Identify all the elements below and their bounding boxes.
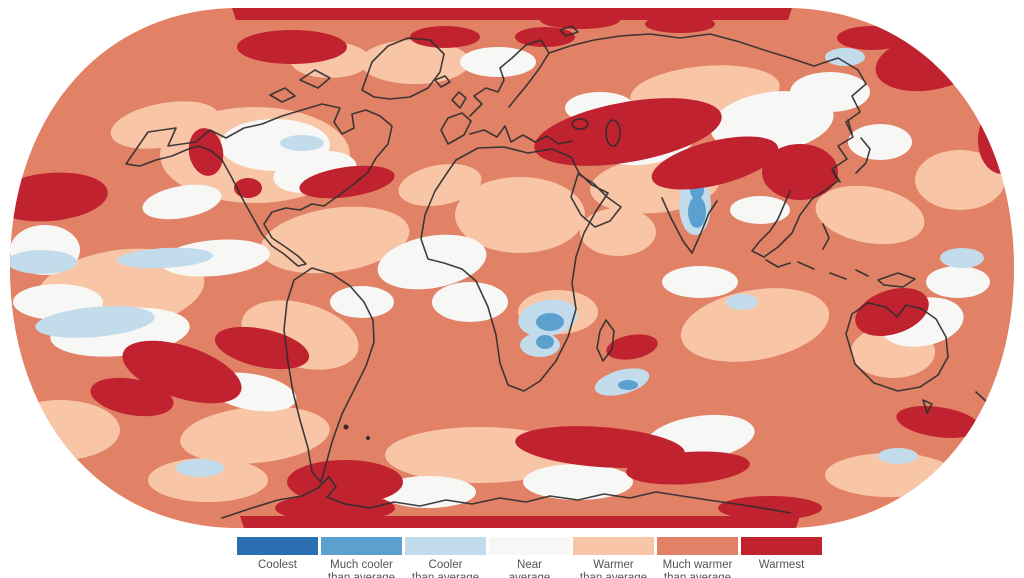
legend-label-line2: average <box>508 572 551 578</box>
legend-swatch <box>489 537 570 555</box>
legend: Coolest Much cooler than average Cooler than… <box>237 537 822 578</box>
legend-label: Cooler <box>428 559 463 571</box>
legend-item: Coolest <box>237 537 318 578</box>
legend-label: Warmer <box>593 559 634 571</box>
world-map <box>10 8 1014 528</box>
legend-swatch <box>741 537 822 555</box>
legend-swatch <box>405 537 486 555</box>
legend-swatch <box>321 537 402 555</box>
legend-item: Much cooler than average <box>321 537 402 578</box>
legend-label: Warmest <box>758 559 805 571</box>
legend-label: Much warmer <box>662 559 733 571</box>
small-island-dots <box>343 424 370 440</box>
legend-label-line2: than average <box>411 572 480 578</box>
legend-label-line2: than average <box>579 572 648 578</box>
legend-label: Much cooler <box>330 559 393 571</box>
legend-swatch <box>573 537 654 555</box>
legend-item: Warmer than average <box>573 537 654 578</box>
legend-item: Cooler than average <box>405 537 486 578</box>
legend-label: Near <box>517 559 542 571</box>
legend-item: Near average <box>489 537 570 578</box>
legend-label-line2: than average <box>327 572 396 578</box>
legend-label-line2: than average <box>663 572 732 578</box>
legend-swatch <box>657 537 738 555</box>
legend-item: Warmest <box>741 537 822 578</box>
map-much-cooler-patches <box>536 181 706 390</box>
legend-swatch <box>237 537 318 555</box>
legend-item: Much warmer than average <box>657 537 738 578</box>
continent-outlines <box>125 25 998 519</box>
legend-label: Coolest <box>258 559 297 571</box>
